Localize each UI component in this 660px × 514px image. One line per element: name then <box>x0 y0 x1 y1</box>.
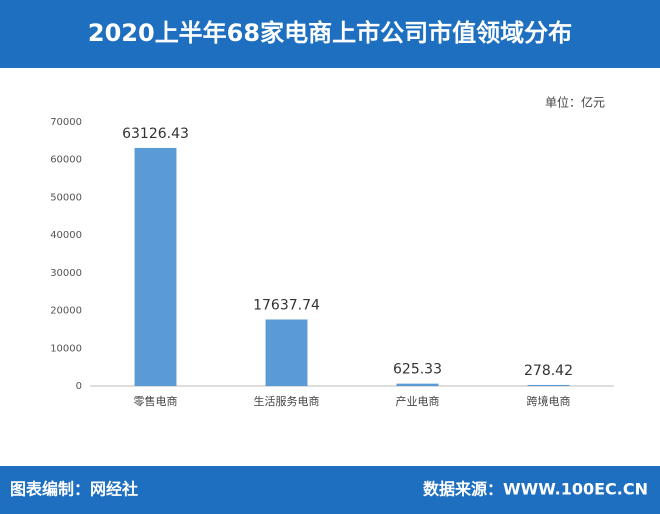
y-tick-label: 30000 <box>50 268 82 279</box>
data-label: 63126.43 <box>122 126 189 142</box>
unit-note: 单位：亿元 <box>545 95 605 110</box>
data-label: 17637.74 <box>253 297 320 313</box>
x-tick-label: 产业电商 <box>396 394 440 408</box>
x-tick-label: 零售电商 <box>134 394 178 408</box>
data-label: 278.42 <box>524 363 573 379</box>
y-tick-label: 60000 <box>50 155 82 166</box>
x-tick-label: 跨境电商 <box>527 394 571 408</box>
y-tick-label: 20000 <box>50 306 82 317</box>
y-tick-label: 10000 <box>50 343 82 354</box>
bar <box>134 147 177 386</box>
y-tick-label: 0 <box>76 381 82 392</box>
data-label: 625.33 <box>393 362 442 378</box>
footer-right: 数据来源：WWW.100EC.CN <box>423 480 648 499</box>
footer-left: 图表编制：网经社 <box>10 480 138 499</box>
y-tick-label: 50000 <box>50 192 82 203</box>
footer-banner <box>0 466 660 514</box>
y-tick-label: 40000 <box>50 230 82 241</box>
bar <box>396 383 439 386</box>
y-tick-label: 70000 <box>50 117 82 128</box>
chart-title: 2020上半年68家电商上市公司市值领域分布 <box>88 19 572 47</box>
bar <box>265 319 308 386</box>
title-banner <box>0 0 660 68</box>
bar <box>527 384 570 386</box>
x-tick-label: 生活服务电商 <box>254 394 320 408</box>
